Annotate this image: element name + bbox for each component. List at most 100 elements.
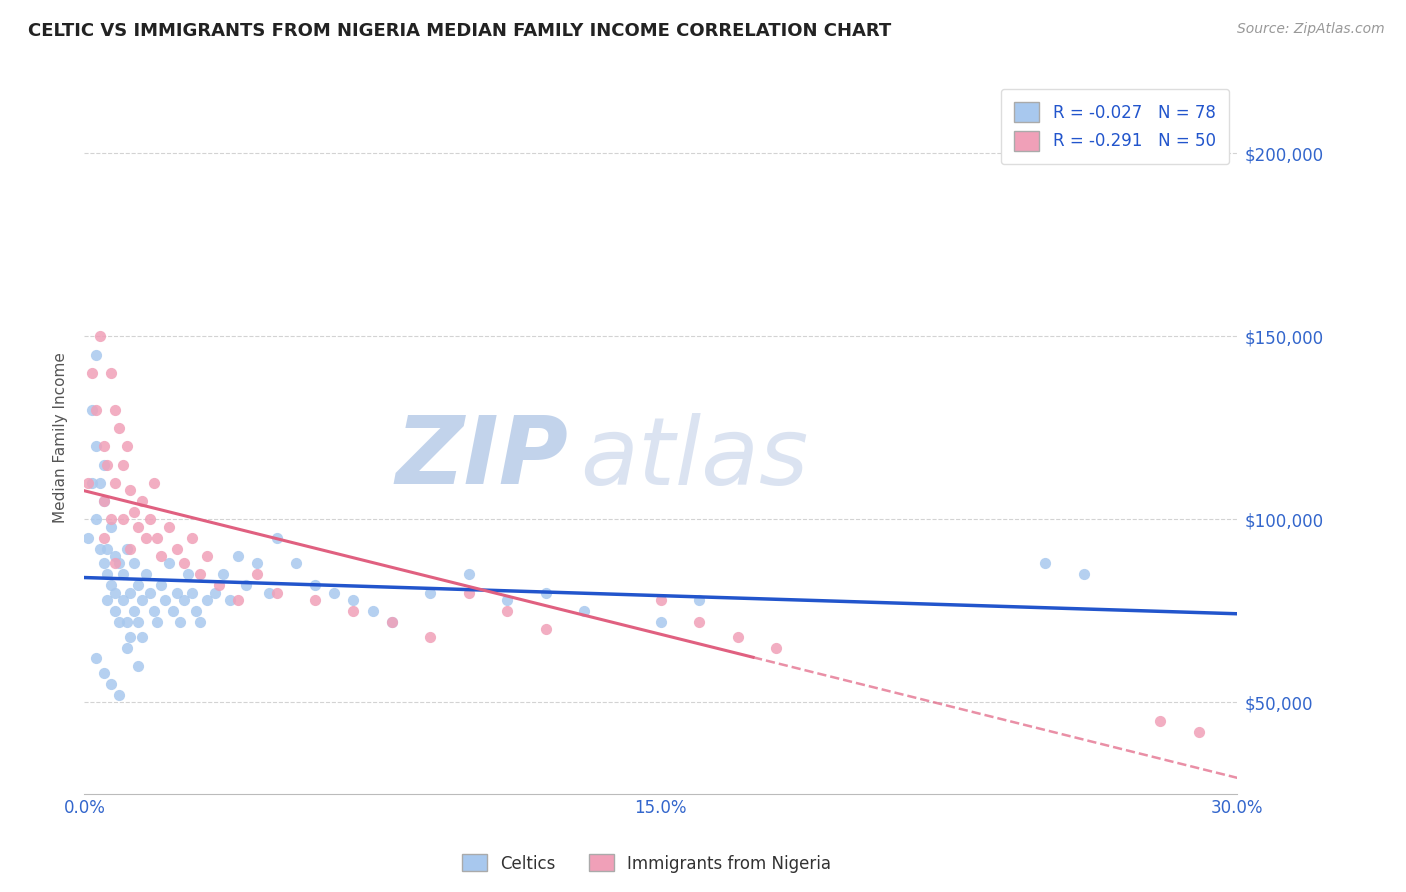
Point (457, 567, 479, 582)
Point (131, 593, 153, 607)
Point (181, 531, 204, 545)
Point (104, 475, 127, 490)
Point (80, 402, 103, 417)
Text: ZIP: ZIP (395, 412, 568, 505)
Point (111, 593, 134, 607)
Point (457, 585, 479, 599)
Point (226, 549, 249, 563)
Point (142, 475, 165, 490)
Point (150, 578, 173, 592)
Point (111, 458, 134, 472)
Point (93, 458, 115, 472)
Point (496, 593, 519, 607)
Point (100, 578, 122, 592)
Point (266, 531, 288, 545)
Point (89, 475, 111, 490)
Point (93, 557, 115, 571)
Point (77, 531, 100, 545)
Point (304, 578, 326, 592)
Point (108, 615, 131, 629)
Point (93, 531, 115, 545)
Point (153, 593, 176, 607)
Point (120, 630, 142, 644)
Point (188, 567, 211, 582)
Point (104, 549, 127, 563)
Point (77, 475, 100, 490)
Point (361, 604, 384, 618)
Point (246, 557, 269, 571)
Point (115, 615, 138, 629)
Point (188, 615, 211, 629)
Point (93, 439, 115, 453)
Point (765, 640, 787, 655)
Point (120, 483, 142, 497)
Point (204, 585, 226, 599)
Text: CELTIC VS IMMIGRANTS FROM NIGERIA MEDIAN FAMILY INCOME CORRELATION CHART: CELTIC VS IMMIGRANTS FROM NIGERIA MEDIAN… (28, 22, 891, 40)
Point (138, 585, 160, 599)
Point (419, 630, 441, 644)
Point (496, 604, 519, 618)
Point (166, 541, 188, 556)
Text: Source: ZipAtlas.com: Source: ZipAtlas.com (1237, 22, 1385, 37)
Point (127, 658, 149, 673)
Point (108, 557, 131, 571)
Point (195, 593, 218, 607)
Point (219, 593, 242, 607)
Point (688, 593, 710, 607)
Point (146, 615, 169, 629)
Point (96, 541, 118, 556)
Point (93, 666, 115, 681)
Point (1188, 724, 1211, 739)
Point (166, 585, 188, 599)
Point (80, 366, 103, 380)
Point (84, 651, 107, 665)
Point (115, 541, 138, 556)
Legend: R = -0.027   N = 78, R = -0.291   N = 50: R = -0.027 N = 78, R = -0.291 N = 50 (1001, 88, 1229, 164)
Point (84, 402, 107, 417)
Point (96, 458, 118, 472)
Point (1073, 567, 1095, 582)
Point (727, 630, 749, 644)
Point (381, 615, 404, 629)
Point (572, 604, 595, 618)
Point (157, 557, 180, 571)
Point (104, 402, 127, 417)
Point (284, 557, 307, 571)
Point (104, 557, 127, 571)
Point (342, 593, 364, 607)
Point (226, 593, 249, 607)
Point (104, 585, 127, 599)
Point (162, 604, 184, 618)
Point (89, 329, 111, 343)
Point (173, 557, 195, 571)
Point (93, 494, 115, 508)
Point (89, 541, 111, 556)
Point (111, 512, 134, 526)
Point (135, 567, 157, 582)
Point (195, 549, 218, 563)
Point (124, 557, 146, 571)
Point (1149, 714, 1171, 728)
Point (115, 640, 138, 655)
Point (184, 604, 207, 618)
Point (142, 604, 165, 618)
Point (235, 578, 257, 592)
Point (173, 593, 195, 607)
Point (108, 688, 131, 702)
Point (127, 615, 149, 629)
Point (111, 567, 134, 582)
Point (157, 520, 180, 534)
Point (96, 593, 118, 607)
Point (120, 585, 142, 599)
Legend: Celtics, Immigrants from Nigeria: Celtics, Immigrants from Nigeria (456, 847, 838, 880)
Point (84, 348, 107, 362)
Point (342, 604, 364, 618)
Point (419, 585, 441, 599)
Point (100, 677, 122, 691)
Point (124, 505, 146, 519)
Point (120, 541, 142, 556)
Point (135, 531, 157, 545)
Point (323, 585, 346, 599)
Point (131, 630, 153, 644)
Point (304, 593, 326, 607)
